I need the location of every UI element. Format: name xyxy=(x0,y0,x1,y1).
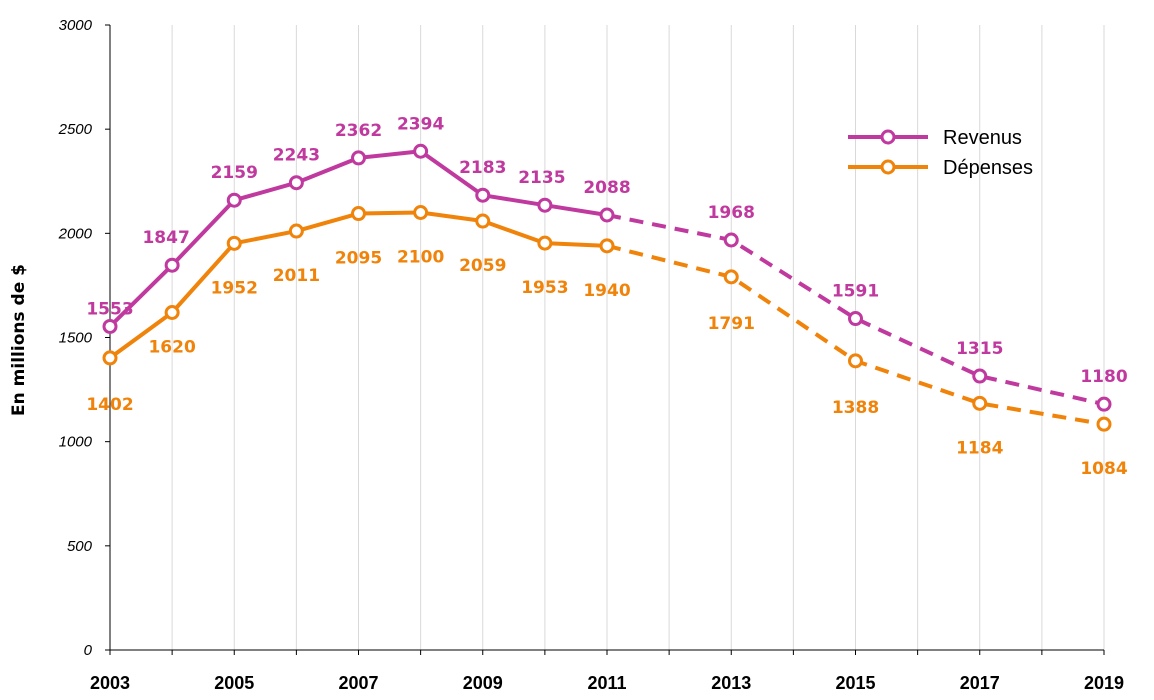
data-point-revenus-2015 xyxy=(848,311,863,327)
data-point-depenses-2003 xyxy=(102,350,118,366)
data-point-depenses-2011 xyxy=(599,238,615,254)
data-label-depenses-2008: 2100 xyxy=(397,248,444,268)
data-label-depenses-2005: 1952 xyxy=(211,278,258,298)
data-point-depenses-2004 xyxy=(164,305,180,320)
data-point-revenus-2008 xyxy=(413,143,429,159)
y-axis-label: En millions de $ xyxy=(9,264,29,416)
data-label-depenses-2004: 1620 xyxy=(148,338,195,358)
legend-label-revenus: Revenus xyxy=(943,127,1022,149)
data-point-depenses-2017 xyxy=(972,395,988,411)
data-label-depenses-2017: 1184 xyxy=(956,438,1003,458)
x-tick-label: 2005 xyxy=(214,673,254,693)
data-label-revenus-2010: 2135 xyxy=(518,168,565,188)
data-label-depenses-2011: 1940 xyxy=(583,281,630,301)
y-tick-label: 0 xyxy=(84,642,93,659)
data-label-depenses-2003: 1402 xyxy=(86,395,133,415)
data-point-depenses-2005 xyxy=(226,235,242,251)
x-tick-label: 2003 xyxy=(90,673,130,693)
y-tick-label: 2500 xyxy=(58,121,93,138)
y-tick-label: 1000 xyxy=(59,434,93,451)
data-label-depenses-2009: 2059 xyxy=(459,256,506,276)
data-label-revenus-2011: 2088 xyxy=(583,178,630,198)
data-point-revenus-2006 xyxy=(288,175,304,191)
data-point-revenus-2003 xyxy=(102,318,118,334)
data-point-revenus-2010 xyxy=(537,197,553,213)
data-labels: 1553 1847 2159 2243 2362 2394 2183 2135 2088 1968… xyxy=(86,114,1127,479)
data-point-revenus-2013 xyxy=(723,232,739,248)
data-point-revenus-2009 xyxy=(475,187,491,203)
data-label-depenses-2015: 1388 xyxy=(832,398,879,418)
axes: 0 500 1000 1500 2000 2500 3000 2003 2005 2007 2009… xyxy=(58,17,1124,693)
data-label-revenus-2006: 2243 xyxy=(273,146,320,166)
x-tick-label: 2019 xyxy=(1084,673,1124,693)
series-group xyxy=(102,143,1112,432)
data-point-depenses-2007 xyxy=(351,206,366,222)
data-point-depenses-2006 xyxy=(288,223,304,239)
data-point-revenus-2019 xyxy=(1096,396,1112,412)
x-tick-label: 2011 xyxy=(587,673,626,693)
data-label-revenus-2019: 1180 xyxy=(1080,367,1127,387)
y-tick-label: 3000 xyxy=(59,17,93,34)
data-point-revenus-2005 xyxy=(226,192,242,208)
data-label-revenus-2004: 1847 xyxy=(142,228,189,248)
data-label-revenus-2015: 1591 xyxy=(832,282,879,302)
data-label-revenus-2009: 2183 xyxy=(459,158,506,178)
data-point-revenus-2007 xyxy=(351,150,366,166)
x-tick-label: 2009 xyxy=(463,673,503,693)
data-point-depenses-2008 xyxy=(413,205,429,220)
data-point-depenses-2019 xyxy=(1096,416,1112,432)
legend-marker-revenus xyxy=(880,129,896,145)
legend-marker-depenses xyxy=(880,159,896,175)
x-tick-label: 2013 xyxy=(711,673,751,693)
data-label-depenses-2010: 1953 xyxy=(521,278,568,298)
data-point-revenus-2004 xyxy=(164,257,180,273)
legend: Revenus Dépenses xyxy=(848,127,1033,179)
data-point-depenses-2015 xyxy=(848,353,863,369)
data-point-depenses-2013 xyxy=(723,269,739,285)
x-tick-label: 2017 xyxy=(960,673,1000,693)
data-point-revenus-2011 xyxy=(599,207,615,223)
data-label-depenses-2013: 1791 xyxy=(708,314,755,334)
data-label-revenus-2008: 2394 xyxy=(397,114,444,134)
data-point-depenses-2009 xyxy=(475,213,491,229)
y-tick-label: 2000 xyxy=(58,225,93,242)
data-point-revenus-2017 xyxy=(972,368,988,384)
data-point-depenses-2010 xyxy=(537,235,553,251)
data-label-revenus-2013: 1968 xyxy=(708,203,755,223)
data-label-revenus-2005: 2159 xyxy=(211,163,258,183)
data-label-depenses-2019: 1084 xyxy=(1080,459,1127,479)
gridlines xyxy=(109,25,1105,650)
y-tick-label: 1500 xyxy=(59,330,93,347)
data-label-revenus-2003: 1553 xyxy=(86,299,133,319)
data-label-revenus-2017: 1315 xyxy=(956,339,1003,359)
x-tick-label: 2015 xyxy=(835,673,875,693)
data-label-depenses-2006: 2011 xyxy=(273,266,320,286)
data-label-depenses-2007: 2095 xyxy=(335,249,382,269)
y-tick-label: 500 xyxy=(67,538,93,555)
data-label-revenus-2007: 2362 xyxy=(335,121,382,141)
legend-label-depenses: Dépenses xyxy=(943,157,1033,179)
x-tick-label: 2007 xyxy=(338,673,378,693)
